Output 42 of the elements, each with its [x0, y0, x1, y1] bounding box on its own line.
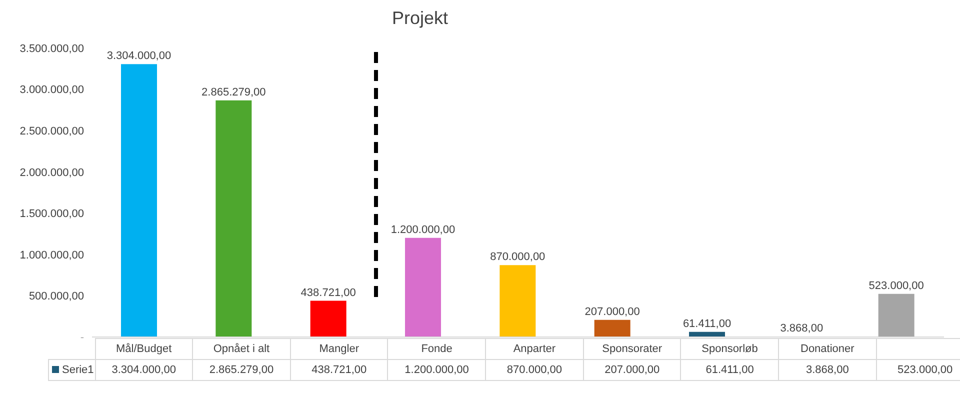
x-tick-label: Opnået i alt [192, 338, 290, 360]
legend-label: Serie1 [48, 360, 95, 380]
data-label: 207.000,00 [583, 360, 681, 380]
bar [878, 294, 914, 337]
text: 2.865.279,00 [202, 86, 266, 98]
y-tick-label: 3.500.000,00 [20, 42, 84, 55]
x-tick-label: Mangler [290, 338, 388, 360]
text: 61.411,00 [682, 318, 732, 330]
x-tick-label: Anparter [486, 338, 584, 360]
bar [594, 320, 630, 337]
data-label: 870.000,00 [486, 360, 584, 380]
data-label: 61.411,00 [680, 360, 779, 380]
x-tick-label: Sponsorløb [680, 338, 779, 360]
x-tick-label: Mål/Budget [95, 338, 193, 360]
y-tick-label: 3.000.000,00 [20, 84, 84, 96]
bar [121, 64, 157, 337]
y-tick-label: 1.000.000,00 [20, 249, 84, 262]
y-tick-label: 2.500.000,00 [20, 125, 84, 138]
x-tick-label: Donationer [778, 338, 876, 360]
data-label: 523.000,00 [876, 360, 960, 380]
y-tick-label: 1.500.000,00 [20, 208, 84, 220]
data-label: 3.304.000,00 [95, 360, 193, 380]
text: 438.721,00 [300, 286, 356, 299]
text: 3.868,00 [780, 322, 824, 335]
bar [216, 100, 252, 337]
data-label: 438.721,00 [290, 360, 388, 380]
x-tick-label: Sponsorater [583, 338, 681, 360]
bar [310, 300, 346, 337]
data-label: 3.868,00 [778, 360, 876, 380]
y-tick-label: 500.000,00 [28, 290, 84, 303]
data-label: 1.200.000,00 [388, 360, 486, 380]
text: 3.304.000,00 [106, 50, 172, 62]
text: 207.000,00 [584, 306, 640, 318]
bar [405, 238, 441, 337]
chart-title: Projekt [390, 8, 450, 30]
data-label: 2.865.279,00 [192, 360, 290, 380]
y-tick-label: 2.000.000,00 [20, 166, 84, 179]
x-tick-label: Fonde [388, 338, 486, 360]
bar [500, 265, 536, 337]
text: 523.000,00 [868, 280, 924, 292]
text: 1.200.000,00 [390, 224, 456, 236]
text: 870.000,00 [490, 251, 546, 264]
